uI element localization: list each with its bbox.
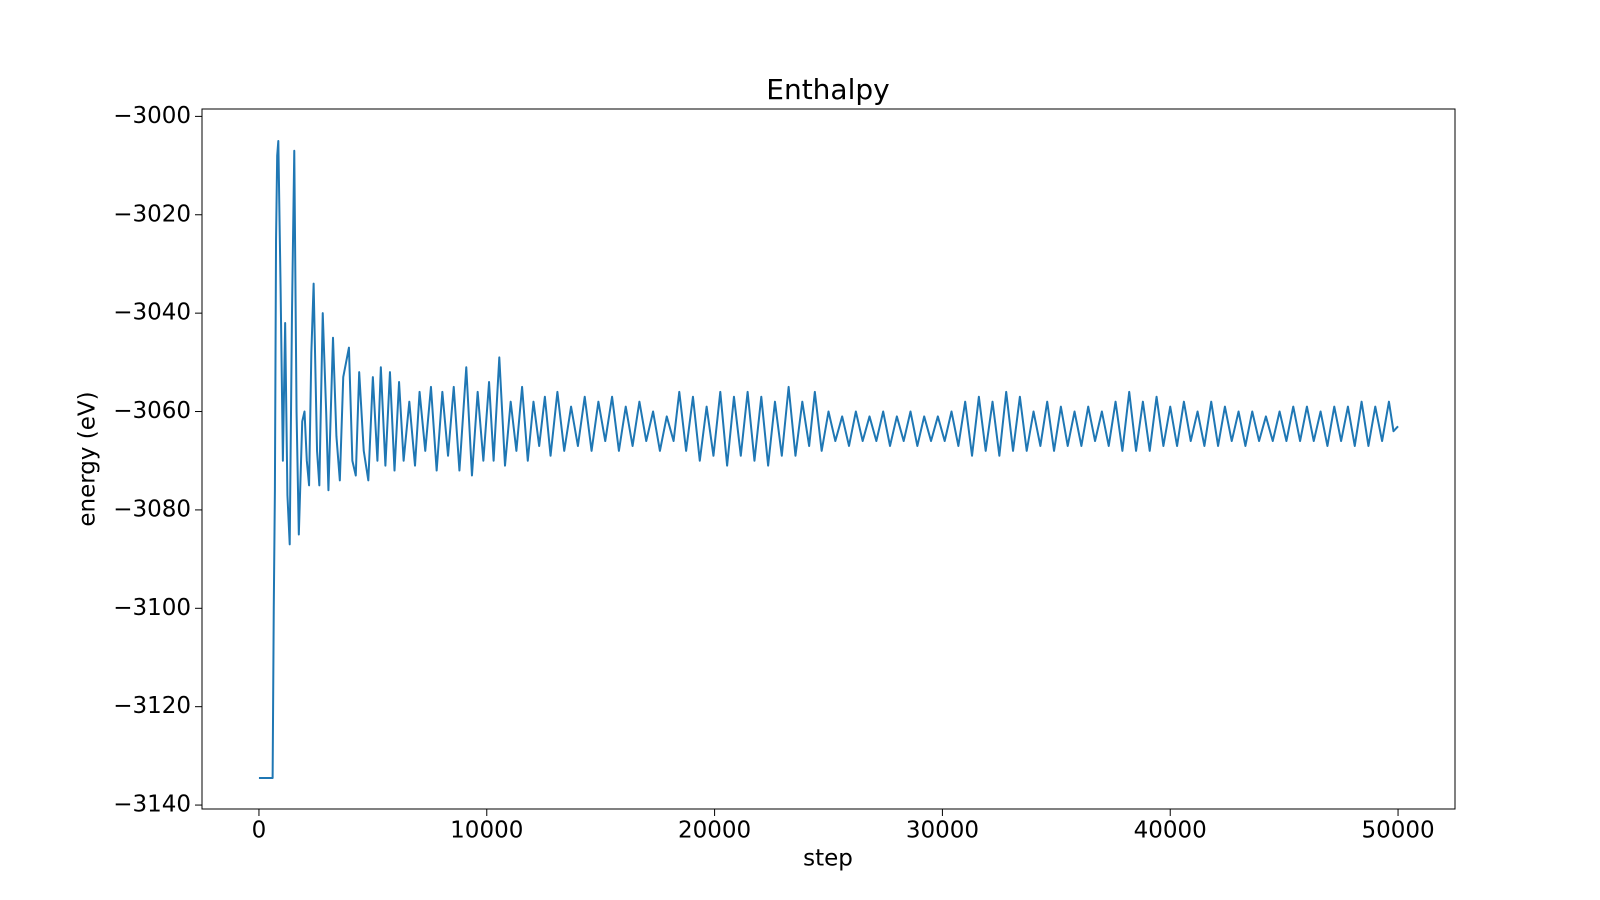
y-tick-label: −3120 xyxy=(113,693,191,719)
y-tick-label: −3020 xyxy=(113,201,191,227)
x-tick-label: 50000 xyxy=(1361,818,1434,844)
x-tick-label: 30000 xyxy=(906,818,979,844)
y-tick-label: −3080 xyxy=(113,496,191,522)
plot-frame xyxy=(201,108,1456,810)
chart-title: Enthalpy xyxy=(766,73,889,106)
y-tick-label: −3060 xyxy=(113,398,191,424)
y-tick-label: −3040 xyxy=(113,300,191,326)
x-tick-label: 10000 xyxy=(450,818,523,844)
x-axis-label: step xyxy=(803,846,853,872)
y-axis-label: energy (eV) xyxy=(75,391,101,526)
data-line xyxy=(258,139,1399,780)
x-tick-label: 20000 xyxy=(678,818,751,844)
y-tick-label: −3100 xyxy=(113,595,191,621)
y-tick-label: −3000 xyxy=(113,103,191,129)
x-tick-label: 40000 xyxy=(1134,818,1207,844)
y-tick-label: −3140 xyxy=(113,792,191,818)
x-tick-label: 0 xyxy=(252,818,267,844)
